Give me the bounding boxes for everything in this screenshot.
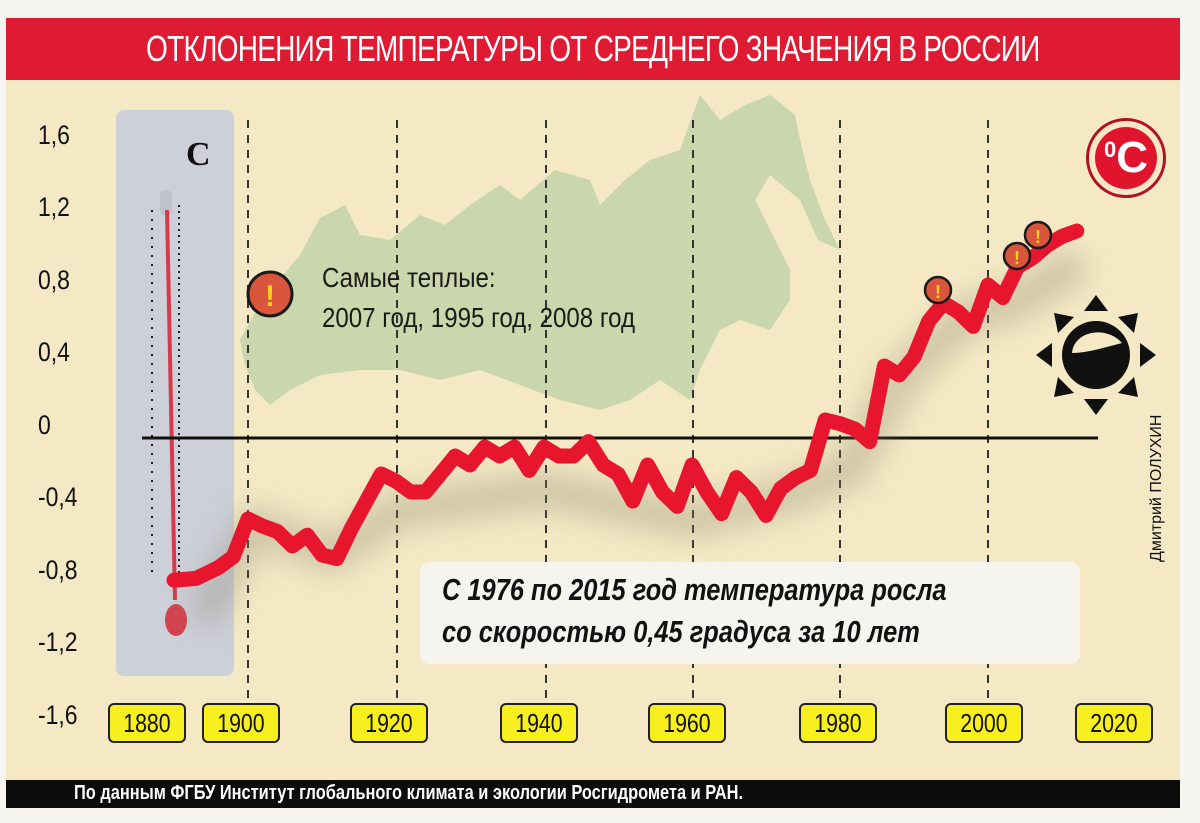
sun-icon (1036, 295, 1156, 415)
y-tick: 0 (38, 410, 51, 440)
note-years: 2007 год, 1995 год, 2008 год (322, 302, 636, 333)
y-tick: -1,6 (38, 700, 78, 730)
y-tick: -0,8 (38, 555, 78, 585)
warm-year-markers: ! ! ! (923, 220, 1053, 305)
x-tick-1940: 1940 (500, 703, 578, 743)
marker-2007: ! (1002, 241, 1032, 271)
y-tick: -1,2 (38, 627, 78, 657)
alert-icon: ! (246, 270, 294, 318)
y-tick: -0,4 (38, 482, 78, 512)
y-tick: 1,2 (38, 192, 70, 222)
warmest-years-note: Самые теплые: 2007 год, 1995 год, 2008 г… (322, 258, 686, 338)
callout-line-1: С 1976 по 2015 год температура росла (442, 572, 947, 607)
chart-title-bar: ОТКЛОНЕНИЯ ТЕМПЕРАТУРЫ ОТ СРЕДНЕГО ЗНАЧЕ… (6, 18, 1180, 80)
trend-callout: С 1976 по 2015 год температура росла со … (420, 562, 1080, 664)
x-tick-1960: 1960 (648, 703, 726, 743)
author-credit: Дмитрий ПОЛУХИН (1148, 414, 1165, 562)
note-heading: Самые теплые: (322, 262, 496, 293)
thermometer-unit-label: C (186, 136, 211, 173)
celsius-letter: C (1116, 133, 1149, 182)
y-tick: 0,8 (38, 265, 70, 295)
chart-title: ОТКЛОНЕНИЯ ТЕМПЕРАТУРЫ ОТ СРЕДНЕГО ЗНАЧЕ… (146, 28, 1040, 69)
marker-2008: ! (1023, 220, 1053, 250)
y-tick: 0,4 (38, 337, 70, 367)
x-tick-2020: 2020 (1075, 703, 1153, 743)
x-tick-1880: 1880 (108, 703, 186, 743)
temperature-line (166, 223, 1085, 588)
x-tick-2000: 2000 (945, 703, 1023, 743)
source-text: По данным ФГБУ Институт глобального клим… (74, 782, 744, 804)
svg-text:!: ! (1014, 248, 1020, 268)
x-tick-1920: 1920 (350, 703, 428, 743)
x-tick-1900: 1900 (202, 703, 280, 743)
svg-text:!: ! (1035, 227, 1041, 247)
degree-symbol: 0 (1103, 137, 1117, 162)
thermometer-icon (151, 190, 187, 636)
x-tick-1980: 1980 (799, 703, 877, 743)
svg-text:!: ! (935, 282, 941, 302)
marker-1995: ! (923, 275, 953, 305)
callout-line-2: со скоростью 0,45 градуса за 10 лет (442, 614, 920, 649)
source-footer: По данным ФГБУ Институт глобального клим… (6, 780, 1180, 808)
y-tick: 1,6 (38, 120, 70, 150)
svg-text:!: ! (265, 280, 275, 313)
